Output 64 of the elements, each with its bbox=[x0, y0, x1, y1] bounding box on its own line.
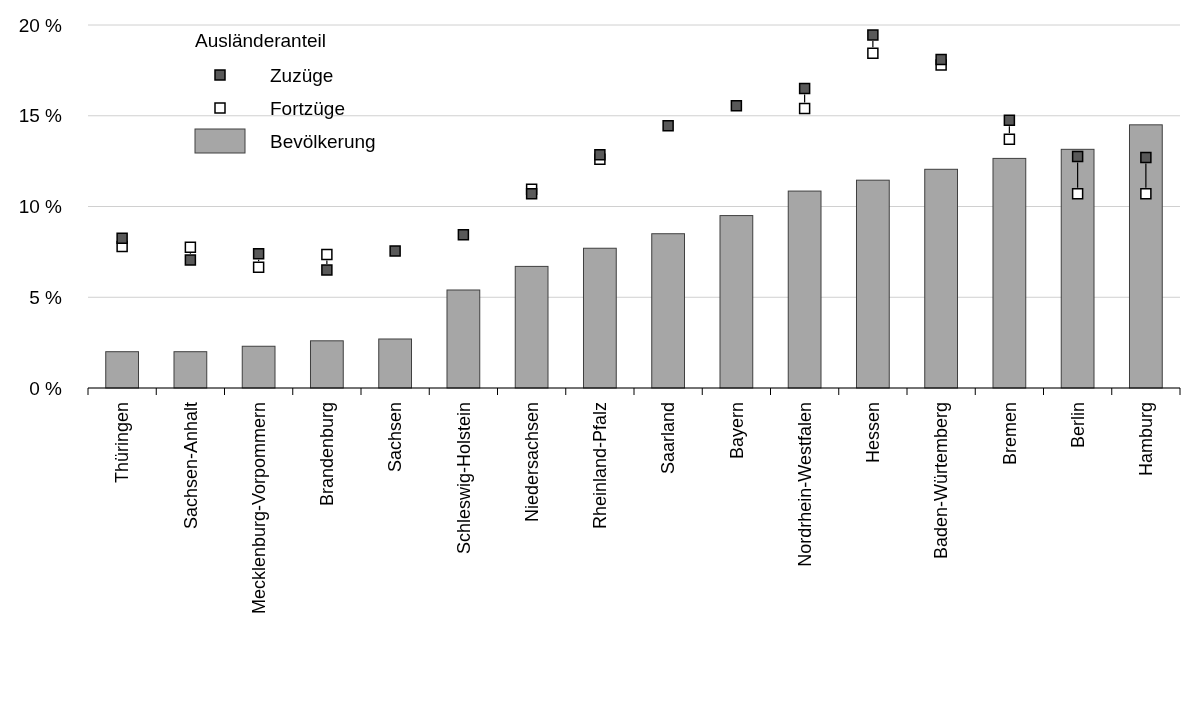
x-tick-label: Sachsen-Anhalt bbox=[180, 402, 201, 530]
bar bbox=[514, 265, 549, 389]
point bbox=[321, 248, 333, 261]
y-tick-label: 10 % bbox=[18, 196, 63, 218]
point bbox=[798, 102, 811, 115]
y-tick-label: 5 % bbox=[29, 286, 63, 308]
point bbox=[594, 149, 606, 161]
bar bbox=[651, 233, 686, 389]
point bbox=[1003, 114, 1016, 127]
point bbox=[321, 264, 333, 276]
bar bbox=[378, 338, 413, 389]
point bbox=[1071, 150, 1084, 163]
point bbox=[116, 232, 128, 245]
point bbox=[184, 241, 197, 254]
bar bbox=[173, 351, 208, 389]
bar bbox=[583, 247, 617, 389]
point bbox=[1071, 188, 1084, 200]
legend-label: Fortzüge bbox=[270, 97, 345, 119]
x-tick-label: Bremen bbox=[999, 402, 1020, 466]
point bbox=[798, 82, 811, 95]
x-tick-label: Schleswig-Holstein bbox=[453, 402, 474, 555]
legend-label: Zuzüge bbox=[270, 64, 334, 86]
x-tick-label: Brandenburg bbox=[317, 402, 338, 507]
point bbox=[1003, 133, 1016, 146]
point bbox=[1140, 151, 1152, 164]
y-tick-label: 15 % bbox=[18, 105, 63, 127]
point bbox=[1140, 188, 1152, 200]
bar bbox=[924, 168, 959, 389]
point bbox=[389, 245, 401, 257]
legend-title: Ausländeranteil bbox=[195, 29, 326, 51]
bar bbox=[856, 179, 890, 389]
x-tick-label: Mecklenburg-Vorpommern bbox=[248, 402, 269, 615]
bar bbox=[719, 215, 754, 389]
point bbox=[662, 119, 674, 132]
bar bbox=[241, 345, 276, 389]
point bbox=[525, 188, 538, 200]
bar bbox=[787, 190, 822, 389]
bar bbox=[446, 289, 481, 389]
bar bbox=[992, 157, 1027, 389]
bar bbox=[1060, 148, 1095, 389]
x-tick-label: Niedersachsen bbox=[521, 402, 542, 523]
point bbox=[252, 247, 265, 260]
bar bbox=[105, 351, 140, 389]
x-tick-label: Berlin bbox=[1067, 402, 1088, 449]
x-tick-label: Thüringen bbox=[112, 402, 133, 484]
point bbox=[730, 100, 743, 112]
x-tick-label: Sachsen bbox=[385, 402, 406, 473]
x-tick-label: Nordrhein-Westfalen bbox=[794, 402, 815, 567]
y-tick-label: 20 % bbox=[18, 14, 63, 36]
x-tick-label: Rheinland-Pfalz bbox=[590, 402, 611, 530]
point bbox=[457, 228, 470, 241]
bar bbox=[1128, 124, 1163, 389]
y-tick-label: 0 % bbox=[29, 377, 63, 399]
bar bbox=[310, 340, 344, 389]
point bbox=[867, 29, 879, 41]
legend-label: Bevölkerung bbox=[270, 130, 376, 152]
point bbox=[935, 53, 947, 66]
x-tick-label: Baden-Würtemberg bbox=[931, 402, 952, 560]
point bbox=[252, 261, 265, 274]
point bbox=[184, 254, 197, 266]
x-tick-label: Hessen bbox=[863, 402, 884, 464]
x-tick-label: Bayern bbox=[726, 402, 747, 460]
x-tick-label: Hamburg bbox=[1136, 402, 1157, 477]
x-tick-label: Saarland bbox=[658, 402, 679, 475]
